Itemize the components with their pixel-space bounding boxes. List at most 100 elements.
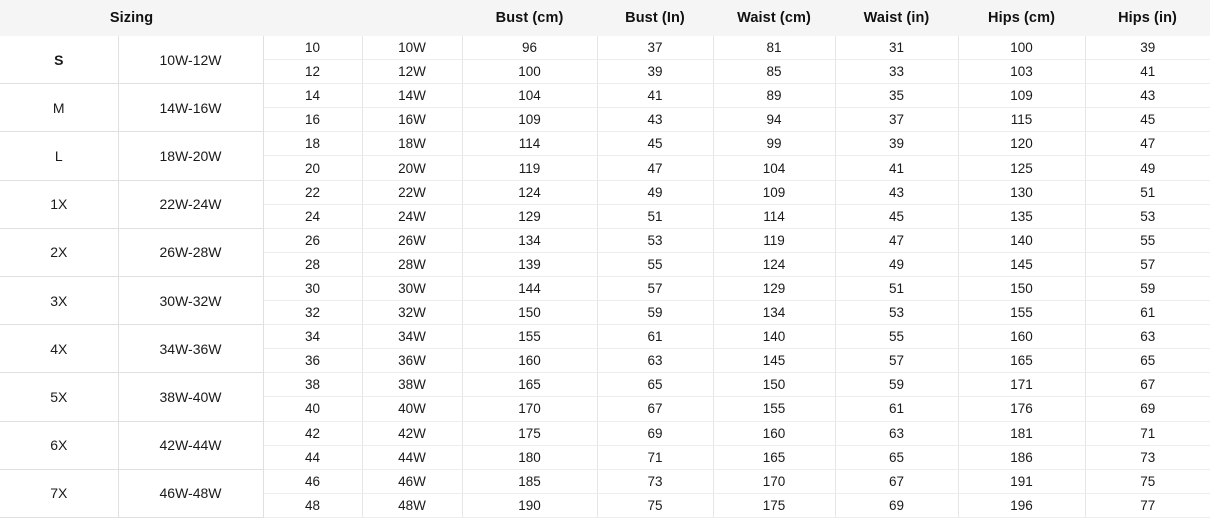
cell-bust-in: 49 [597, 180, 714, 205]
table-row: 12 12W 100 39 85 33 103 41 [0, 59, 1210, 85]
cell-num: 28 [263, 252, 363, 277]
column-header-hips-cm: Hips (cm) [958, 0, 1086, 36]
column-header-waist-in: Waist (in) [835, 0, 959, 36]
cell-num: 38 [263, 372, 363, 398]
cell-bust-in: 45 [597, 131, 714, 157]
size-label-cell: 5X [0, 372, 119, 422]
table-row: S 10W-12W 10 10W 96 37 81 31 100 39 [0, 36, 1210, 85]
table-row: 2X 26W-28W 26 26W 134 53 119 47 140 55 [0, 228, 1210, 277]
column-header-sizing: Sizing [0, 0, 264, 36]
cell-hips-in: 73 [1085, 445, 1210, 470]
column-header-spacer-num [263, 0, 363, 36]
cell-hips-cm: 160 [958, 324, 1086, 350]
table-row: 28 28W 139 55 124 49 145 57 [0, 252, 1210, 277]
cell-num: 30 [263, 276, 363, 302]
cell-hips-in: 53 [1085, 204, 1210, 229]
cell-bust-in: 55 [597, 252, 714, 277]
cell-bust-in: 67 [597, 396, 714, 422]
cell-waist-cm: 170 [713, 469, 836, 494]
cell-num: 40 [263, 396, 363, 422]
cell-waist-cm: 119 [713, 228, 836, 253]
cell-waist-in: 67 [835, 469, 959, 494]
cell-hips-cm: 130 [958, 180, 1086, 205]
cell-waist-in: 33 [835, 59, 959, 85]
table-row: 4X 34W-36W 34 34W 155 61 140 55 160 63 [0, 324, 1210, 374]
cell-hips-in: 55 [1085, 228, 1210, 253]
cell-waist-cm: 89 [713, 83, 836, 109]
size-label-cell: 6X [0, 421, 119, 470]
cell-num: 24 [263, 204, 363, 229]
cell-waist-cm: 160 [713, 421, 836, 446]
size-label-cell: M [0, 83, 119, 133]
cell-hips-cm: 165 [958, 348, 1086, 374]
table-row: 6X 42W-44W 42 42W 175 69 160 63 181 71 [0, 421, 1210, 470]
size-label-cell: 3X [0, 276, 119, 326]
cell-num: 14 [263, 83, 363, 109]
table-row: 16 16W 109 43 94 37 115 45 [0, 107, 1210, 133]
cell-waist-in: 61 [835, 396, 959, 422]
size-range-cell: 42W-44W [118, 421, 264, 470]
cell-hips-cm: 125 [958, 155, 1086, 181]
cell-waist-in: 65 [835, 445, 959, 470]
cell-bust-cm: 114 [462, 131, 598, 157]
cell-hips-cm: 191 [958, 469, 1086, 494]
cell-hips-cm: 115 [958, 107, 1086, 133]
cell-hips-in: 51 [1085, 180, 1210, 205]
size-label-cell: 1X [0, 180, 119, 229]
cell-bust-cm: 190 [462, 493, 598, 518]
cell-waist-in: 39 [835, 131, 959, 157]
cell-num: 22 [263, 180, 363, 205]
table-row: 40 40W 170 67 155 61 176 69 [0, 396, 1210, 422]
cell-hips-cm: 150 [958, 276, 1086, 302]
cell-numw: 26W [362, 228, 463, 253]
cell-hips-cm: 155 [958, 300, 1086, 326]
cell-hips-cm: 100 [958, 36, 1086, 61]
cell-waist-cm: 94 [713, 107, 836, 133]
cell-numw: 46W [362, 469, 463, 494]
cell-bust-in: 59 [597, 300, 714, 326]
cell-num: 12 [263, 59, 363, 85]
cell-bust-cm: 134 [462, 228, 598, 253]
cell-bust-in: 57 [597, 276, 714, 302]
cell-bust-cm: 96 [462, 36, 598, 61]
cell-bust-cm: 170 [462, 396, 598, 422]
cell-numw: 36W [362, 348, 463, 374]
size-range-cell: 46W-48W [118, 469, 264, 518]
cell-waist-in: 41 [835, 155, 959, 181]
table-row: 3X 30W-32W 30 30W 144 57 129 51 150 59 [0, 276, 1210, 326]
cell-bust-cm: 124 [462, 180, 598, 205]
cell-hips-cm: 135 [958, 204, 1086, 229]
cell-waist-in: 63 [835, 421, 959, 446]
cell-bust-in: 51 [597, 204, 714, 229]
cell-numw: 10W [362, 36, 463, 61]
table-row: 5X 38W-40W 38 38W 165 65 150 59 171 67 [0, 372, 1210, 422]
cell-waist-in: 51 [835, 276, 959, 302]
cell-num: 44 [263, 445, 363, 470]
cell-hips-in: 77 [1085, 493, 1210, 518]
cell-hips-in: 63 [1085, 324, 1210, 350]
size-range-cell: 38W-40W [118, 372, 264, 422]
cell-hips-cm: 196 [958, 493, 1086, 518]
cell-bust-in: 69 [597, 421, 714, 446]
cell-bust-cm: 119 [462, 155, 598, 181]
size-label-cell: S [0, 36, 119, 85]
cell-bust-in: 73 [597, 469, 714, 494]
column-header-hips-in: Hips (in) [1085, 0, 1210, 36]
cell-bust-cm: 185 [462, 469, 598, 494]
cell-hips-cm: 176 [958, 396, 1086, 422]
cell-waist-in: 55 [835, 324, 959, 350]
cell-numw: 42W [362, 421, 463, 446]
cell-numw: 32W [362, 300, 463, 326]
cell-waist-cm: 129 [713, 276, 836, 302]
cell-bust-cm: 109 [462, 107, 598, 133]
table-row: 32 32W 150 59 134 53 155 61 [0, 300, 1210, 326]
cell-bust-cm: 165 [462, 372, 598, 398]
cell-hips-cm: 120 [958, 131, 1086, 157]
table-row: 7X 46W-48W 46 46W 185 73 170 67 191 75 [0, 469, 1210, 518]
cell-waist-cm: 155 [713, 396, 836, 422]
cell-hips-in: 49 [1085, 155, 1210, 181]
cell-bust-cm: 160 [462, 348, 598, 374]
cell-numw: 24W [362, 204, 463, 229]
column-header-waist-cm: Waist (cm) [713, 0, 836, 36]
